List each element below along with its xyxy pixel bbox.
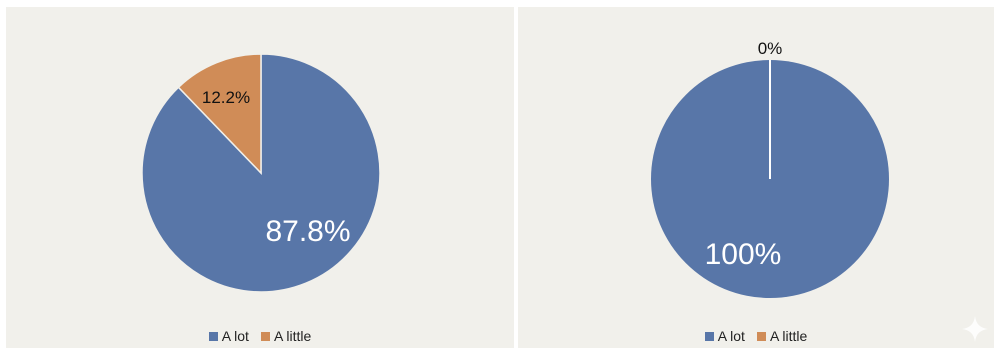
- data-label-a-little: 0%: [758, 39, 783, 58]
- sparkle-icon: [962, 316, 988, 342]
- legend-left: A lot A little: [6, 328, 514, 344]
- legend-swatch-a-little: [756, 331, 766, 341]
- pie-left-svg: 87.8% 12.2%: [141, 53, 381, 293]
- data-label-a-little: 12.2%: [202, 88, 250, 107]
- legend-swatch-a-lot: [704, 331, 714, 341]
- data-label-a-lot: 100%: [705, 238, 782, 271]
- legend-label-a-little: A little: [769, 328, 808, 344]
- legend-right: A lot A little: [518, 328, 994, 344]
- legend-item-a-little: A little: [260, 328, 312, 344]
- legend-swatch-a-little: [260, 331, 270, 341]
- legend-item-a-lot: A lot: [704, 328, 745, 344]
- legend-label-a-lot: A lot: [221, 328, 249, 344]
- legend-swatch-a-lot: [208, 331, 218, 341]
- pie-right-svg: 100% 0%: [651, 39, 889, 298]
- data-label-a-lot: 87.8%: [265, 215, 350, 248]
- pie-chart-right: 100% 0% A lot A little: [518, 7, 994, 348]
- pie-chart-left: 87.8% 12.2% A lot A little: [6, 7, 514, 348]
- legend-label-a-little: A little: [273, 328, 312, 344]
- legend-label-a-lot: A lot: [717, 328, 745, 344]
- pie-slice-a-little: [177, 53, 262, 175]
- legend-item-a-lot: A lot: [208, 328, 249, 344]
- legend-item-a-little: A little: [756, 328, 808, 344]
